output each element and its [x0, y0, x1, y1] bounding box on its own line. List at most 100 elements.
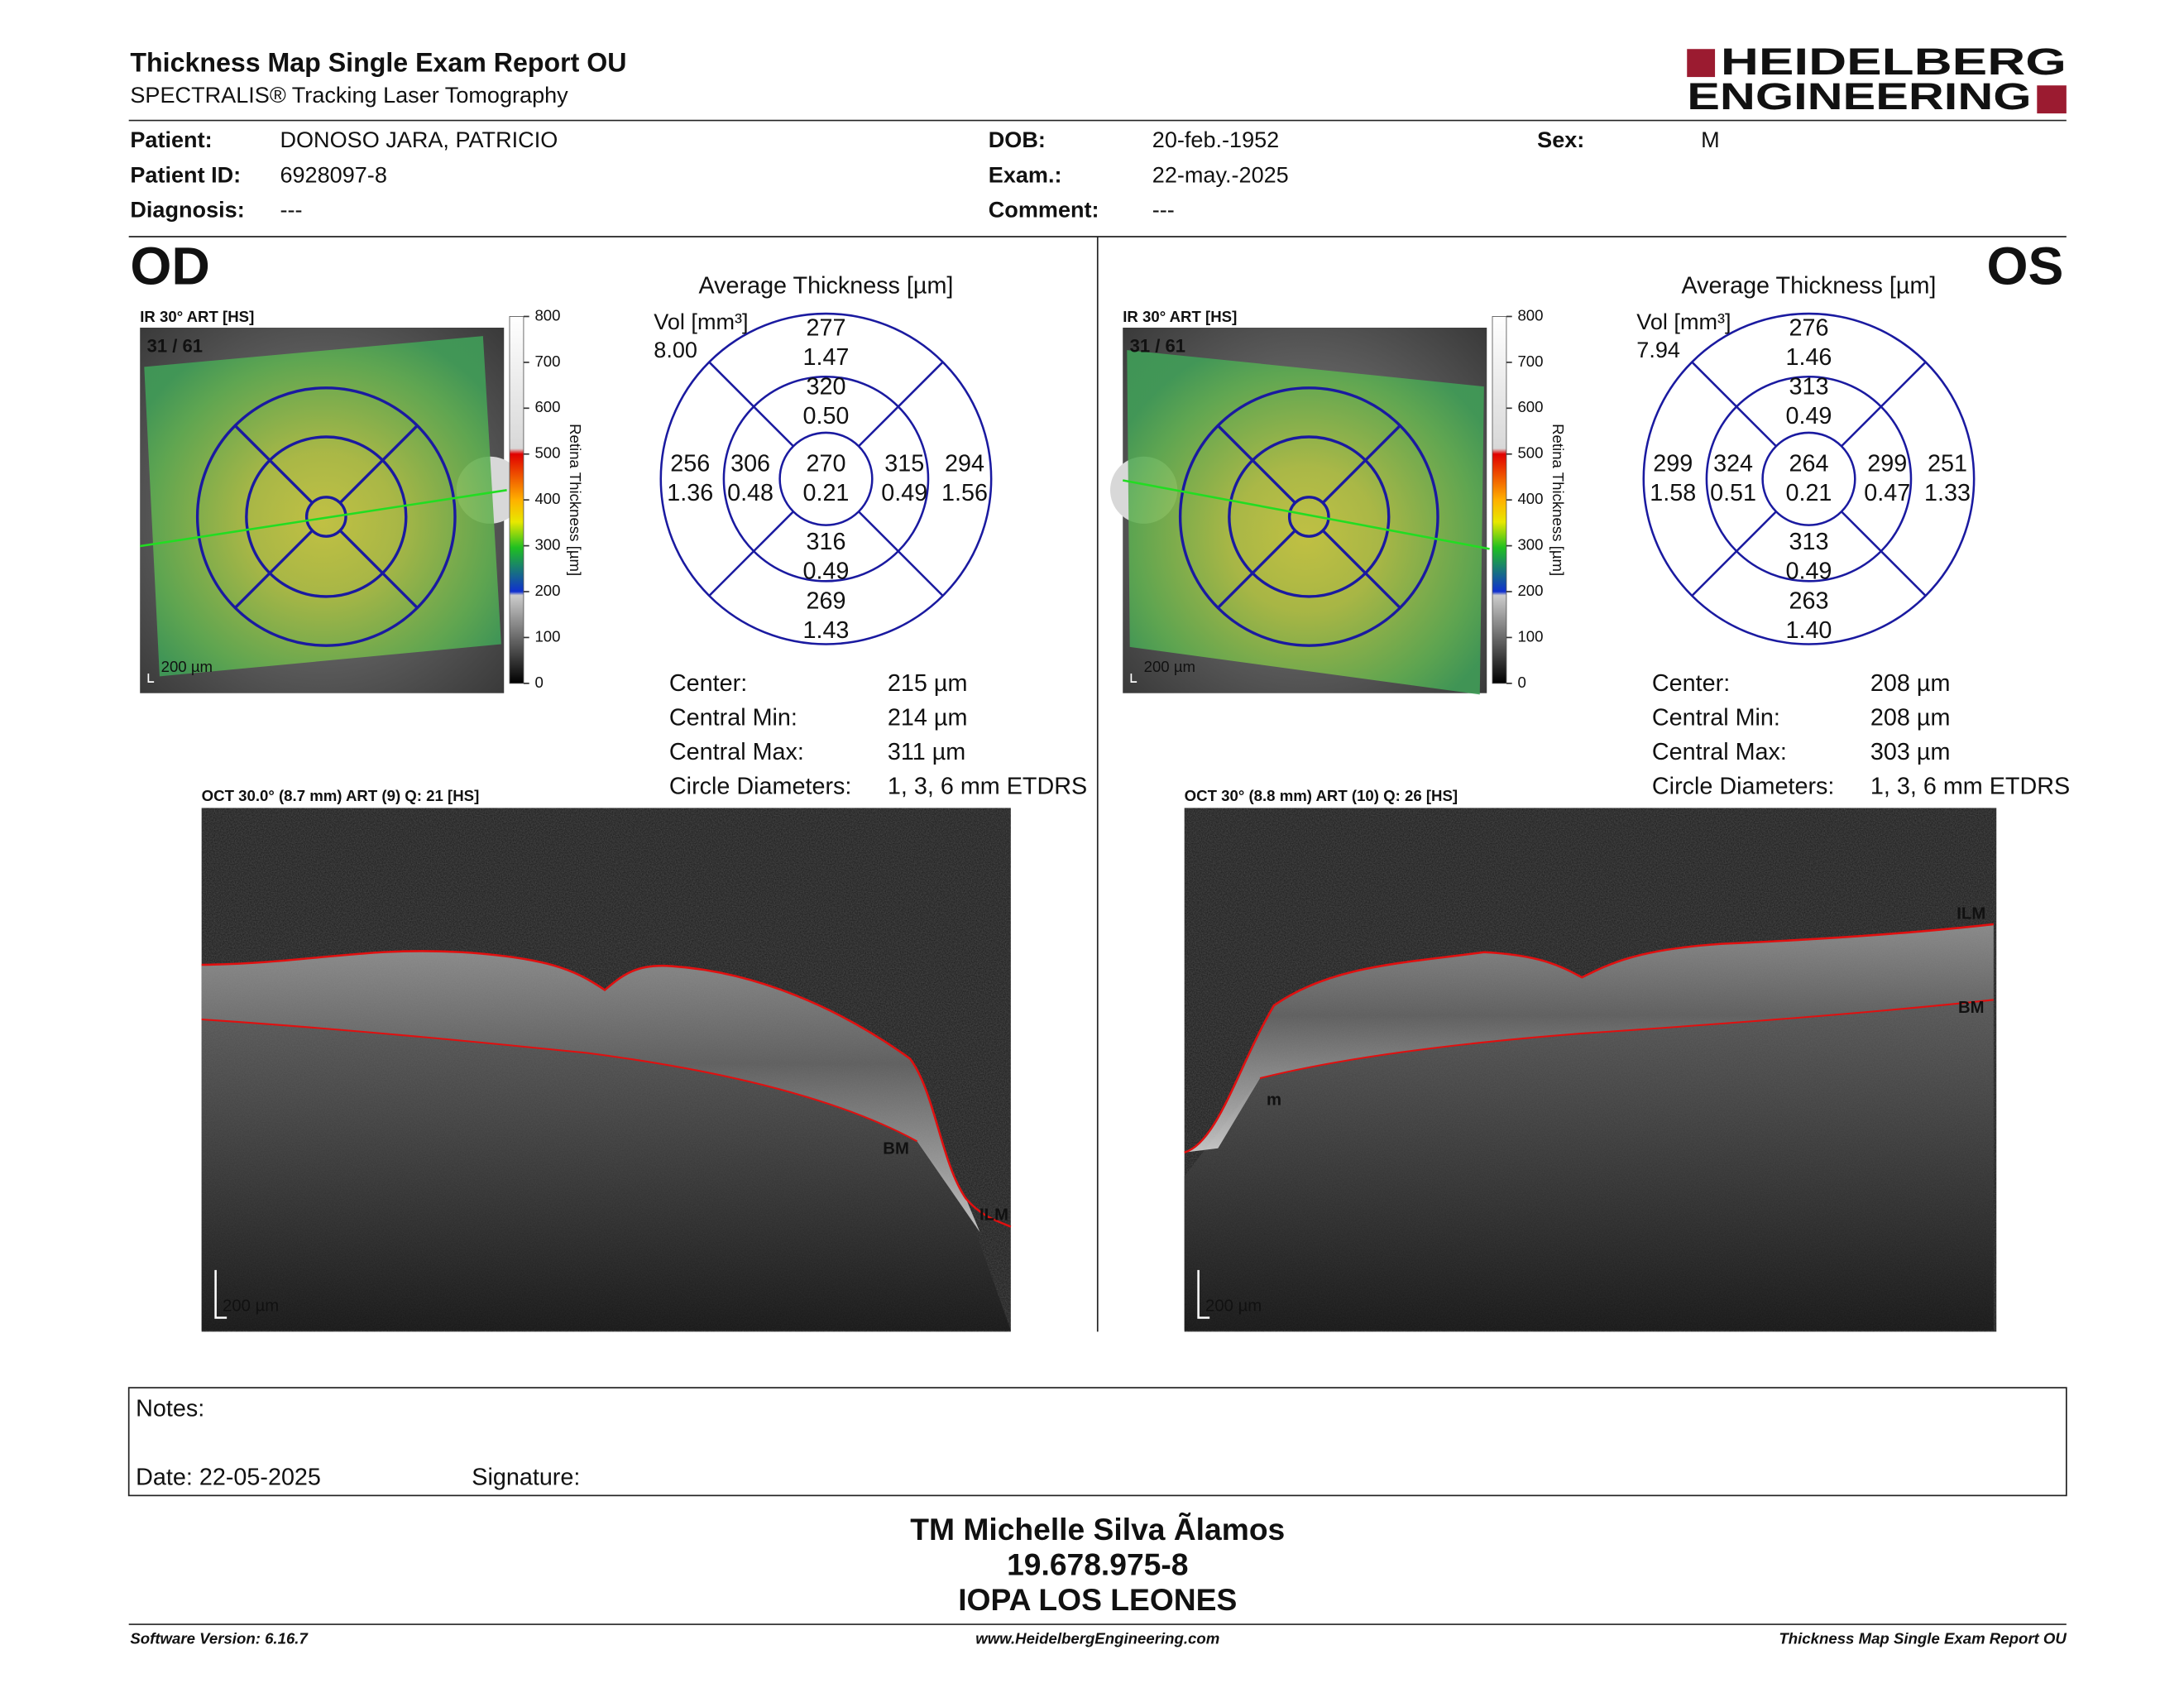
signature-line: 19.678.975-8: [1007, 1547, 1188, 1582]
sector-volume: 1.46: [1785, 344, 1832, 371]
grid-ring: [1642, 312, 1976, 645]
colorbar-tick-label: 800: [1517, 306, 1543, 324]
signature-line: TM Michelle Silva Ãlamos: [910, 1512, 1285, 1547]
field-label: Diagnosis:: [130, 197, 244, 223]
colorbar: [1492, 316, 1507, 684]
colorbar-tick-label: 400: [534, 490, 560, 507]
stat-value: 208 µm: [1870, 670, 1950, 697]
sector-volume: 1.58: [1650, 480, 1696, 506]
stat-label: Center:: [1652, 670, 1730, 697]
sector-thickness: 320: [806, 373, 845, 400]
oct-retina: [1184, 923, 1994, 1153]
etdrs-spoke: [234, 530, 314, 609]
field-value: ---: [280, 197, 302, 223]
logo-text: HEIDELBERG: [1721, 41, 2067, 83]
notes-label: Notes:: [136, 1396, 204, 1422]
sector-volume: 1.36: [667, 480, 713, 506]
sector-volume: 0.49: [1785, 403, 1832, 429]
ilm-line: [201, 950, 1012, 1228]
signature-line: IOPA LOS LEONES: [958, 1582, 1237, 1617]
etdrs-spoke: [1321, 530, 1401, 609]
etdrs-ring: [1178, 386, 1439, 647]
etdrs-ring: [304, 496, 347, 538]
vol-label: Vol [mm³]: [654, 309, 748, 334]
colorbar-tick-label: 600: [534, 398, 560, 415]
etdrs-spoke: [338, 530, 419, 609]
colorbar-tick-label: 400: [1517, 490, 1543, 507]
colorbar-label: Retina Thickness [µm]: [567, 424, 584, 576]
oct-marker: BM: [883, 1140, 909, 1158]
field-value: M: [1701, 127, 1720, 152]
stat-label: Central Max:: [1652, 739, 1787, 765]
stat-label: Circle Diameters:: [669, 774, 851, 800]
grid-spoke: [1691, 361, 1777, 448]
eye-title: OS: [1987, 237, 2064, 296]
etdrs-spoke: [338, 424, 419, 504]
sector-volume: 1.43: [802, 617, 849, 644]
stat-value: 303 µm: [1870, 739, 1950, 765]
vol-total: 7.94: [1636, 337, 1680, 362]
colorbar-tick-label: 700: [534, 352, 560, 370]
colorbar-tick-label: 600: [1517, 398, 1543, 415]
oct-choroid: [1184, 1000, 1994, 1331]
vol-total: 8.00: [654, 337, 697, 362]
footer-left: Software Version: 6.16.7: [130, 1630, 309, 1647]
etdrs-spoke: [1217, 530, 1296, 609]
sector-thickness: 324: [1713, 450, 1753, 477]
sector-volume: 1.33: [1924, 480, 1971, 506]
oct-marker: m: [1267, 1091, 1281, 1110]
sector-thickness: 294: [945, 450, 984, 477]
colorbar-tick-label: 300: [534, 536, 560, 554]
field-value: 22-may.-2025: [1152, 161, 1289, 187]
colorbar-tick-label: 0: [534, 674, 543, 691]
sector-volume: 0.21: [1785, 480, 1832, 506]
sector-volume: 0.47: [1864, 480, 1910, 506]
bm-line: [201, 1018, 917, 1143]
etdrs-spoke: [1321, 424, 1401, 504]
footer-right: Thickness Map Single Exam Report OU: [1779, 1630, 2067, 1647]
sector-volume: 1.56: [941, 480, 988, 506]
grid-spoke: [858, 361, 944, 448]
colorbar-tick-label: 0: [1517, 674, 1525, 691]
sector-thickness: 313: [1789, 373, 1828, 400]
notes-box: [127, 1387, 2067, 1497]
sector-thickness: 269: [806, 587, 845, 614]
grid-spoke: [1691, 511, 1777, 597]
stat-label: Central Min:: [1652, 705, 1780, 731]
rules: [127, 119, 2067, 1625]
sector-volume: 0.49: [802, 559, 849, 585]
bm-line: [1259, 999, 1994, 1080]
oct-label: OCT 30° (8.8 mm) ART (10) Q: 26 [HS]: [1185, 787, 1458, 804]
frame-counter: 31 / 61: [147, 336, 203, 357]
sector-thickness: 277: [806, 314, 845, 341]
scale-label: 200 µm: [223, 1297, 279, 1315]
stat-value: 208 µm: [1870, 705, 1950, 731]
sector-thickness: 251: [1928, 450, 1967, 477]
grid-title: Average Thickness [µm]: [698, 273, 953, 300]
etdrs-ring: [195, 386, 457, 647]
ilm-line: [1184, 923, 1994, 1153]
colorbar: [509, 316, 524, 684]
grid-spoke: [708, 511, 794, 597]
colorbar-tick-label: 500: [534, 444, 560, 462]
oct-choroid: [201, 1019, 1011, 1331]
etdrs-ring: [1287, 496, 1330, 538]
eye-title: OD: [130, 237, 209, 296]
logo-mark: [2037, 85, 2067, 114]
oct-marker: ILM: [1956, 904, 1985, 923]
report-subtitle: SPECTRALIS® Tracking Laser Tomography: [130, 82, 568, 108]
colorbar-tick-label: 800: [534, 306, 560, 324]
scan-line: [140, 489, 507, 548]
stat-value: 1, 3, 6 mm ETDRS: [1870, 774, 2070, 800]
sector-volume: 0.49: [1785, 559, 1832, 585]
sector-thickness: 315: [884, 450, 924, 477]
scale-bar: [214, 1269, 228, 1319]
etdrs-ring: [245, 435, 408, 598]
grid-title: Average Thickness [µm]: [1681, 273, 1936, 300]
stat-value: 214 µm: [888, 705, 967, 731]
field-label: Comment:: [989, 197, 1099, 223]
oct-marker: ILM: [979, 1206, 1008, 1224]
oct-marker: BM: [1958, 999, 1985, 1017]
